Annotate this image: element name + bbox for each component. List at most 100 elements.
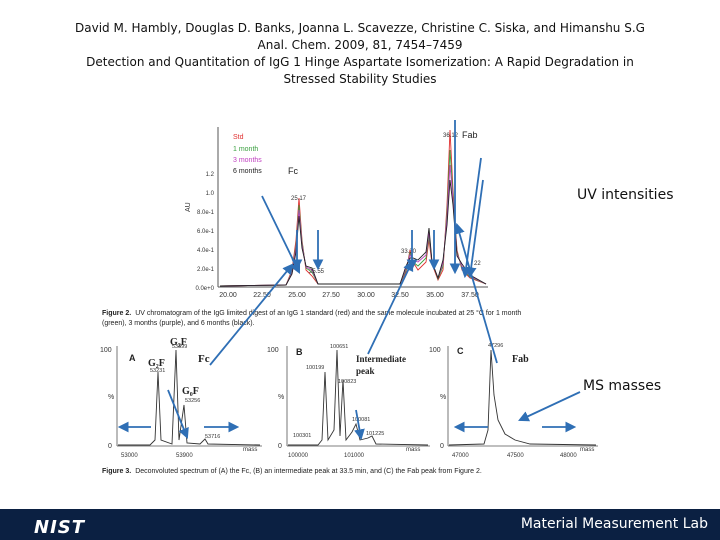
fig2-fab-label: Fab	[462, 130, 478, 140]
fig3b-ybottom: 0	[278, 443, 282, 450]
fig3c-xtick: 47000	[452, 453, 469, 459]
fig2-fc-label: Fc	[288, 166, 298, 176]
fig2-xtick: 27.50	[322, 292, 340, 299]
fig3b-letter: B	[296, 347, 303, 357]
fig2-ytick: 1.0	[206, 191, 215, 197]
fig2-ytick: 4.0e-1	[197, 248, 215, 254]
footer-lab-name: Material Measurement Lab	[520, 516, 708, 532]
fig2-caption-bold: Figure 2.	[102, 310, 131, 317]
fig3c-ytop: 100	[429, 347, 441, 354]
fig3a-ymid: %	[108, 394, 114, 401]
fig3c-ymid: %	[440, 394, 446, 401]
uv-arrow	[261, 195, 301, 274]
fig3c-letter: C	[457, 346, 464, 356]
nist-logo: NIST	[34, 517, 86, 538]
fig3c-xunit: mass	[580, 447, 594, 453]
fig3a-g0f: G₀F	[182, 386, 199, 397]
citation-journal: Anal. Chem. 2009, 81, 7454–7459	[257, 38, 463, 52]
fig2-xtick: 20.00	[219, 292, 237, 299]
fig3b-mass: 100199	[306, 365, 324, 371]
fig3b-title2: peak	[356, 366, 375, 376]
link-arrow	[367, 260, 414, 355]
fig3b-trace	[288, 349, 429, 446]
fig3c-ybottom: 0	[440, 443, 444, 450]
citation-title-line1: Detection and Quantitation of IgG 1 Hing…	[86, 55, 634, 69]
fig3b-ytop: 100	[267, 347, 279, 354]
ms-arrow	[354, 409, 365, 441]
fig2-peak-label: 25.17	[291, 196, 307, 202]
fig2-peak-label: 25.55	[309, 269, 325, 275]
fig3b-mass: 101225	[366, 431, 384, 437]
fig2-ytick: 0.0e+0	[195, 286, 214, 292]
uv-arrow	[460, 157, 482, 279]
figure3-spectra: 100 % 0 A Fc G₂F G₂F G₀F 53399 53231 532…	[100, 337, 598, 475]
fig3a-mass: 53256	[185, 398, 200, 404]
fig3a-letter: A	[129, 353, 136, 363]
fig3a-mass: 53716	[205, 434, 220, 440]
fig3a-xtick: 53900	[176, 453, 193, 459]
citation-authors: David M. Hambly, Douglas D. Banks, Joann…	[75, 21, 645, 35]
ms-arrow	[167, 389, 189, 440]
fig3b-xtick: 101000	[344, 453, 365, 459]
fig2-ytick: 6.0e-1	[197, 229, 215, 235]
fig3-caption-bold: Figure 3.	[102, 468, 131, 475]
fig2-xtick: 37.50	[461, 292, 479, 299]
fig2-ylabel: AU	[185, 202, 192, 212]
fig3b-mass: 100301	[293, 433, 311, 439]
fig2-traces	[219, 129, 487, 287]
fig2-trace-std	[219, 129, 487, 287]
fig3c-title: Fab	[512, 354, 529, 365]
footer-bar	[0, 509, 720, 540]
fig2-legend-std: Std	[233, 134, 244, 141]
fig2-xtick: 30.00	[357, 292, 375, 299]
fig3-panel-b: 100 % 0 B Intermediate peak 100651 10019…	[267, 344, 430, 459]
fig2-peak-label: 33.30	[401, 249, 417, 255]
fig3c-trace	[448, 349, 597, 446]
fig3-panel-a: 100 % 0 A Fc G₂F G₂F G₀F 53399 53231 532…	[100, 337, 262, 459]
fig2-legend-1month: 1 month	[233, 146, 258, 153]
fig3b-xtick: 100000	[288, 453, 309, 459]
fig2-xtick: 22.50	[253, 292, 271, 299]
fig2-legend-3months: 3 months	[233, 157, 262, 164]
fig3c-xtick: 48000	[560, 453, 577, 459]
fig3b-mass: 100823	[338, 379, 356, 385]
fig3b-title: Intermediate	[356, 354, 406, 364]
fig2-caption-text: UV chromatogram of the IgG limited diges…	[135, 309, 521, 317]
fig3a-g0f-top: G₂F	[148, 358, 165, 369]
fig3a-ybottom: 0	[108, 443, 112, 450]
fig3a-mass: 53231	[150, 368, 165, 374]
ms-arrow	[518, 391, 581, 422]
uv-arrow	[465, 179, 484, 279]
fig2-ytick: 8.0e-1	[197, 210, 215, 216]
fig3-caption-text: Deconvoluted spectrum of (A) the Fc, (B)…	[135, 468, 482, 475]
fig3a-xtick: 53000	[121, 453, 138, 459]
fig2-xtick: 32.50	[391, 292, 409, 299]
fig2-xtick: 35.00	[426, 292, 444, 299]
fig2-peak-label: 22	[474, 261, 481, 267]
fig2-peak-label: 36.12	[443, 133, 459, 139]
fig3b-mass: 100081	[352, 417, 370, 423]
link-arrow	[209, 263, 294, 366]
link-arrow	[454, 222, 498, 364]
fig3a-ytop: 100	[100, 347, 112, 354]
fig2-trace-6months	[219, 179, 487, 287]
fig3c-xtick: 47500	[507, 453, 524, 459]
fig2-xtick: 25.00	[288, 292, 306, 299]
fig3b-mass: 100651	[330, 344, 348, 350]
fig2-caption-line2: (green), 3 months (purple), and 6 months…	[102, 320, 255, 327]
annotation-arrows	[117, 120, 581, 441]
fig2-ytick: 1.2	[206, 172, 215, 178]
fig2-caption-line1: Figure 2. UV chromatogram of the IgG limi…	[102, 309, 521, 317]
fig3a-mass: 53399	[172, 344, 187, 350]
ms-masses-label: MS masses	[583, 378, 662, 394]
fig3c-mass: 47296	[488, 343, 503, 349]
fig2-legend-6months: 6 months	[233, 168, 262, 175]
fig3b-xunit: mass	[406, 447, 420, 453]
fig3a-trace	[118, 349, 261, 446]
fig3-caption: Figure 3. Deconvoluted spectrum of (A) th…	[102, 468, 482, 475]
uv-intensities-label: UV intensities	[577, 187, 674, 203]
fig3b-ymid: %	[278, 394, 284, 401]
fig2-ytick: 2.0e-1	[197, 267, 215, 273]
fig2-trace-3months	[219, 164, 487, 287]
